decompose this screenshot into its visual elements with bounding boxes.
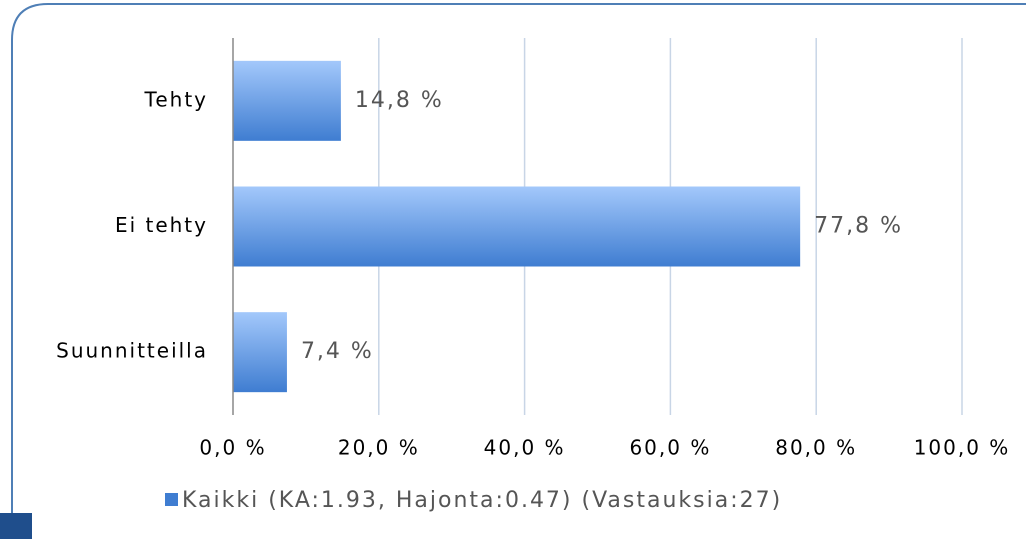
x-tick-label: 0,0 % — [199, 436, 266, 460]
frame — [11, 3, 1026, 535]
bar — [233, 60, 341, 141]
legend-swatch — [165, 493, 178, 506]
x-tick-label: 80,0 % — [775, 436, 857, 460]
y-tick-label: Ei tehty — [115, 213, 208, 237]
y-tick-label: Suunnitteilla — [56, 339, 208, 363]
y-tick-label: Tehty — [144, 87, 208, 111]
x-tick-label: 40,0 % — [484, 436, 566, 460]
x-tick-label: 100,0 % — [914, 436, 1011, 460]
x-tick-label: 20,0 % — [338, 436, 420, 460]
bar — [233, 312, 287, 393]
bar — [233, 186, 801, 267]
corner-mark — [0, 513, 32, 539]
x-tick-label: 60,0 % — [629, 436, 711, 460]
value-label: 7,4 % — [301, 339, 374, 364]
legend-label: Kaikki (KA:1.93, Hajonta:0.47) (Vastauks… — [182, 488, 782, 513]
value-label: 14,8 % — [355, 88, 444, 113]
value-label: 77,8 % — [814, 214, 903, 239]
